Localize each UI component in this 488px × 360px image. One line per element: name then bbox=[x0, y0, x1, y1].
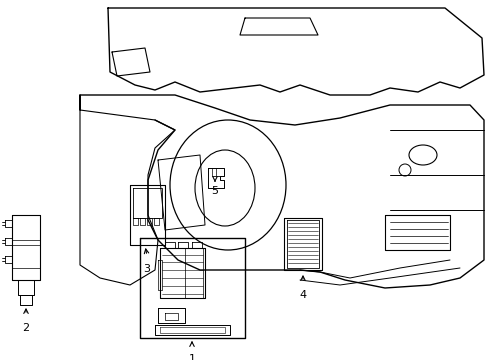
Text: 2: 2 bbox=[22, 323, 29, 333]
Text: 4: 4 bbox=[299, 290, 306, 300]
Text: 1: 1 bbox=[188, 354, 195, 360]
Text: 3: 3 bbox=[143, 264, 150, 274]
Text: 5: 5 bbox=[211, 186, 218, 196]
